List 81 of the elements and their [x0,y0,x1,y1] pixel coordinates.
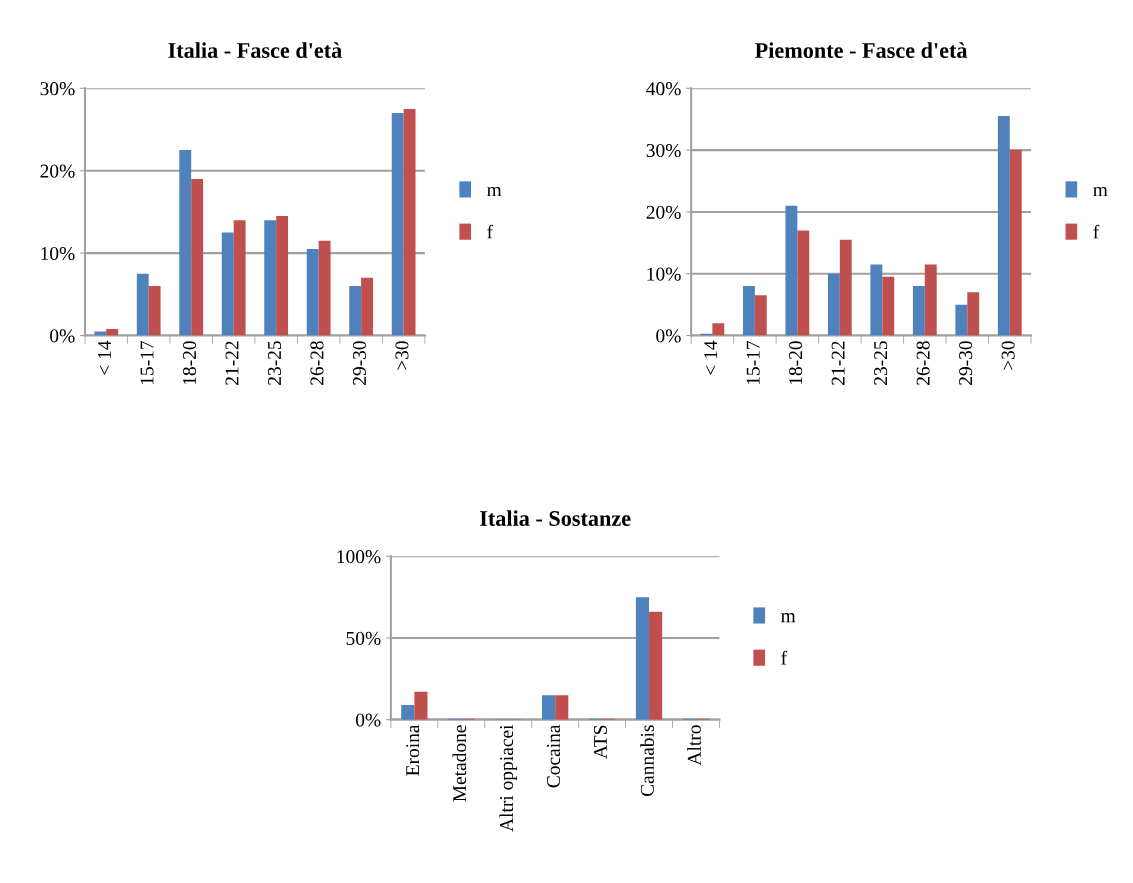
x-tick-label: < 14 [98,340,111,375]
bar [997,116,1010,336]
bar [967,292,980,336]
bar [403,108,416,336]
x-tick-label: 21-22 [831,341,845,385]
bar [742,286,755,336]
bar [785,205,798,336]
bar [391,113,404,336]
legend-label: f [1093,224,1100,239]
x-tick-label: 18-20 [789,341,803,385]
x-tick-label: Metadone [452,725,467,802]
x-tick-label: 15-17 [746,340,760,385]
bar [1009,150,1022,336]
bar [882,276,895,336]
bar [924,264,937,336]
bar [148,286,161,336]
y-tick-label: 0% [656,329,681,343]
x-tick-label: 26-28 [310,341,324,385]
bar [955,304,968,336]
x-tick-label: 23-25 [874,341,888,385]
bar [401,704,415,720]
y-tick-label: 50% [346,631,381,645]
bar [94,331,107,336]
bar [179,150,192,336]
x-tick-label: >30 [395,341,409,370]
y-tick-label: 20% [40,164,75,178]
chart-title: Piemonte - Fasce d'età [755,42,968,58]
y-tick-label: 30% [646,143,681,158]
x-tick-label: 29-30 [352,341,367,385]
bar [264,220,277,336]
chart-title: Italia - Sostanze [480,510,631,526]
x-tick-label: Altro [687,725,701,766]
bar [555,695,569,720]
y-tick-label: 40% [646,82,681,96]
legend-label: m [487,186,502,197]
x-tick-label: Cocaina [546,724,561,788]
x-tick-label: < 14 [704,340,718,375]
bar [839,239,852,336]
bar [635,597,650,720]
y-tick-label: 10% [41,246,75,261]
x-tick-label: ATS [593,725,607,759]
legend-label: m [781,613,796,623]
bar [136,273,149,336]
legend-label: m [1093,186,1108,197]
bar [870,264,883,336]
y-tick-label: 0% [50,329,75,343]
x-tick-label: Eroina [406,724,420,776]
x-tick-label: Cannabis [640,725,654,797]
x-tick-label: 18-20 [182,341,197,385]
x-tick-label: 29-30 [959,341,973,385]
bar [912,286,925,336]
x-tick-label: 15-17 [140,340,154,385]
bar [233,220,246,336]
x-tick-label: 26-28 [916,341,930,385]
legend-label: f [781,650,788,665]
bar [542,695,556,720]
bar [827,273,840,336]
legend-label: f [487,224,494,239]
bar [712,323,725,336]
bar [106,328,119,336]
bar [754,295,767,336]
x-tick-label: 21-22 [225,341,239,385]
bar [276,216,289,336]
chart-title: Italia - Fasce d'età [168,42,342,58]
bar [318,240,331,336]
x-tick-label: Altri oppiacei [499,724,518,832]
bar [221,232,234,336]
y-tick-label: 100% [337,550,381,564]
y-tick-label: 20% [646,205,681,219]
bar [349,286,362,336]
bar [306,249,319,336]
x-tick-label: >30 [1001,341,1015,370]
y-tick-label: 30% [40,82,75,96]
y-tick-label: 10% [647,267,681,281]
bar [414,691,428,720]
bar [361,277,374,336]
bar [191,178,204,336]
bar [649,611,663,720]
y-tick-label: 0% [355,713,381,727]
x-tick-label: 23-25 [267,341,282,385]
bar [797,230,810,336]
